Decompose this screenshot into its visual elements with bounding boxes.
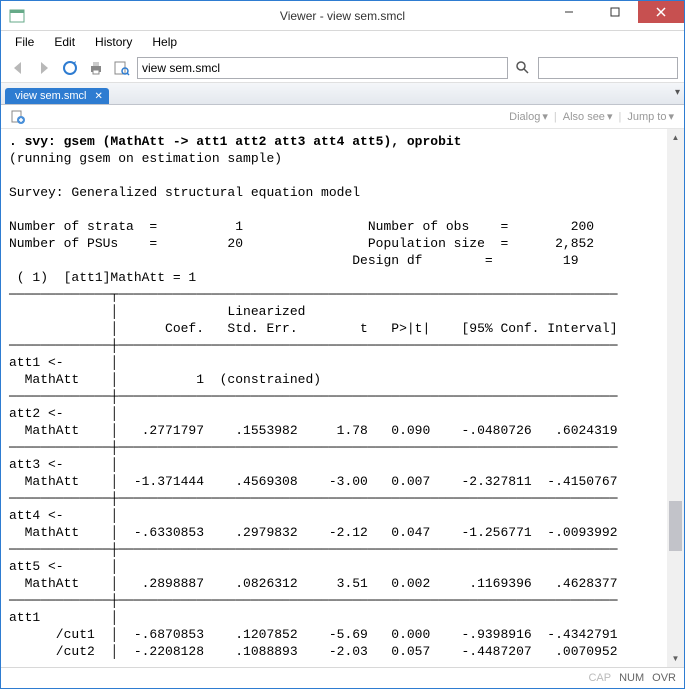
close-button[interactable] <box>638 1 684 23</box>
tab-dropdown-icon[interactable]: ▾ <box>675 87 680 98</box>
menu-file[interactable]: File <box>5 33 44 51</box>
output-content: . svy: gsem (MathAtt -> att1 att2 att3 a… <box>1 129 684 667</box>
search-input[interactable] <box>538 57 678 79</box>
sub-toolbar: Dialog▾ | Also see▾ | Jump to▾ <box>1 105 684 129</box>
minimize-button[interactable] <box>546 1 592 23</box>
new-viewer-button[interactable] <box>7 106 29 128</box>
status-cap: CAP <box>588 672 611 684</box>
tab-active[interactable]: view sem.smcl ✕ <box>5 88 109 104</box>
titlebar: Viewer - view sem.smcl <box>1 1 684 31</box>
menu-edit[interactable]: Edit <box>44 33 85 51</box>
status-num: NUM <box>619 672 644 684</box>
scrollbar[interactable]: ▲ ▼ <box>667 129 684 667</box>
print-button[interactable] <box>85 57 107 79</box>
maximize-button[interactable] <box>592 1 638 23</box>
menu-help[interactable]: Help <box>142 33 187 51</box>
search-icon[interactable] <box>512 57 534 79</box>
menubar: File Edit History Help <box>1 31 684 53</box>
tabbar: view sem.smcl ✕ ▾ <box>1 83 684 105</box>
toolbar <box>1 53 684 83</box>
dialog-link[interactable]: Dialog▾ <box>505 110 552 123</box>
tab-label: view sem.smcl <box>15 90 87 102</box>
separator: | <box>552 111 559 123</box>
menu-history[interactable]: History <box>85 33 142 51</box>
alsosee-link[interactable]: Also see▾ <box>559 110 617 123</box>
find-button[interactable] <box>111 57 133 79</box>
scroll-down-icon[interactable]: ▼ <box>667 650 684 667</box>
scroll-up-icon[interactable]: ▲ <box>667 129 684 146</box>
statusbar: CAP NUM OVR <box>1 667 684 688</box>
separator: | <box>616 111 623 123</box>
address-input[interactable] <box>137 57 508 79</box>
refresh-button[interactable] <box>59 57 81 79</box>
tab-close-icon[interactable]: ✕ <box>95 91 103 102</box>
status-ovr: OVR <box>652 672 676 684</box>
scroll-thumb[interactable] <box>669 501 682 551</box>
jumpto-link[interactable]: Jump to▾ <box>623 110 678 123</box>
forward-button[interactable] <box>33 57 55 79</box>
back-button[interactable] <box>7 57 29 79</box>
